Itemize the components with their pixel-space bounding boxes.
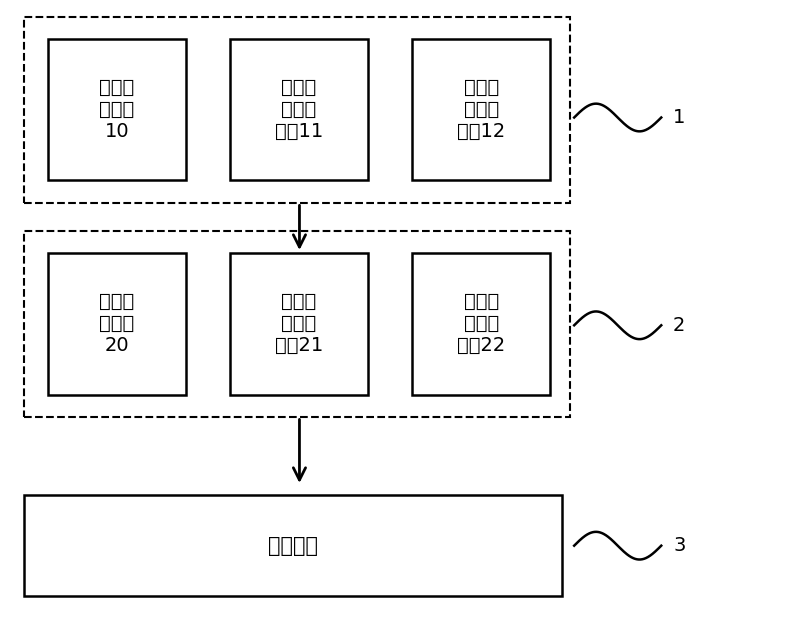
- FancyBboxPatch shape: [230, 253, 368, 394]
- Text: 工作状
态检测
模块11: 工作状 态检测 模块11: [275, 78, 323, 141]
- Text: 控制单元: 控制单元: [268, 536, 318, 556]
- Text: 温度检
测模块
10: 温度检 测模块 10: [99, 78, 134, 141]
- Text: 叶轮转
速判断
模块22: 叶轮转 速判断 模块22: [457, 292, 506, 355]
- FancyBboxPatch shape: [412, 39, 550, 181]
- Text: 3: 3: [673, 536, 686, 555]
- FancyBboxPatch shape: [24, 495, 562, 596]
- Text: 1: 1: [673, 108, 686, 127]
- Text: 叶轮转
速检测
模块12: 叶轮转 速检测 模块12: [457, 78, 506, 141]
- FancyBboxPatch shape: [48, 39, 186, 181]
- FancyBboxPatch shape: [48, 253, 186, 394]
- FancyBboxPatch shape: [230, 39, 368, 181]
- FancyBboxPatch shape: [412, 253, 550, 394]
- Text: 温度判
断模块
20: 温度判 断模块 20: [99, 292, 134, 355]
- Text: 风机状
态判断
模块21: 风机状 态判断 模块21: [275, 292, 323, 355]
- Text: 2: 2: [673, 316, 686, 335]
